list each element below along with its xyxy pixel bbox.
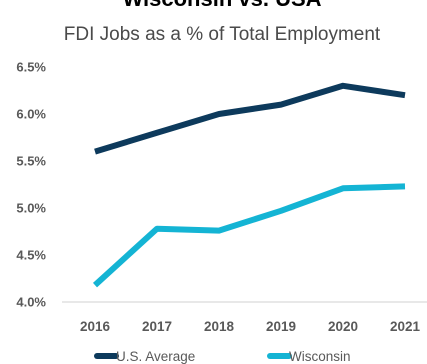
y-tick-label: 5.5% — [16, 154, 46, 169]
series-line-1 — [92, 183, 406, 288]
x-tick-label: 2020 — [328, 319, 358, 334]
x-tick-label: 2017 — [142, 319, 172, 334]
chart-subtitle: FDI Jobs as a % of Total Employment — [64, 24, 381, 45]
x-tick-label: 2016 — [80, 319, 111, 334]
x-tick-label: 2018 — [204, 319, 235, 334]
x-tick-label: 2021 — [390, 319, 421, 334]
chart-title: Wisconsin vs. USA — [122, 0, 321, 11]
x-axis: 2016 2017 2018 2019 2020 2021 — [80, 319, 421, 334]
y-tick-label: 6.5% — [16, 60, 46, 75]
y-axis: 4.0% 4.5% 5.0% 5.5% 6.0% 6.5% — [16, 60, 46, 310]
legend-label: Wisconsin — [289, 349, 351, 364]
legend: U.S. Average Wisconsin — [94, 349, 351, 364]
y-tick-label: 4.0% — [16, 295, 46, 310]
series-group — [92, 82, 406, 288]
x-tick-label: 2019 — [266, 319, 296, 334]
y-tick-label: 5.0% — [16, 201, 46, 216]
series-line-0 — [94, 82, 406, 155]
legend-label: U.S. Average — [116, 349, 195, 364]
y-tick-label: 4.5% — [16, 248, 46, 263]
y-tick-label: 6.0% — [16, 107, 46, 122]
